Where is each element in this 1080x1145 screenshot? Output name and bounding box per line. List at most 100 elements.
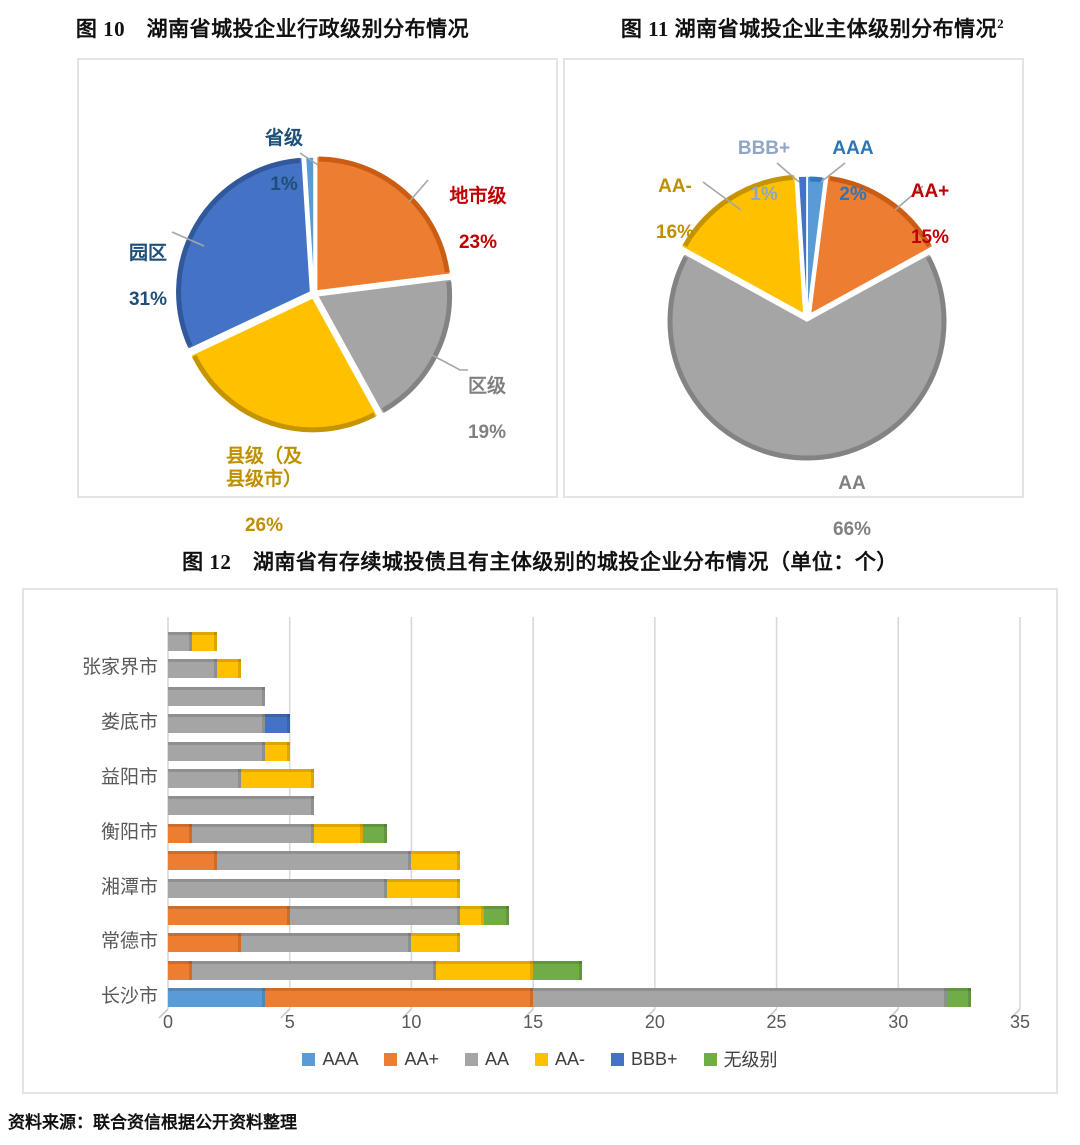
- bar-segment-AA: [168, 632, 193, 651]
- pie-label-aaa-pct: 2%: [839, 184, 867, 205]
- bar-chart: 张家界市 娄底市 益阳市 衡阳市 湘潭市 常德市 长沙市 0 5 10 15 20 25 30 35: [24, 590, 1056, 1092]
- legend-label: AA: [485, 1048, 510, 1069]
- legend-item-AA-: AA-: [535, 1049, 585, 1070]
- bar-segment-AAA: [168, 988, 266, 1008]
- pie-label-aa: AA 66%: [802, 449, 902, 564]
- y-axis-label-衡阳市: 衡阳市: [100, 821, 158, 843]
- bar-segment-AA-: [241, 769, 315, 788]
- legend-swatch-icon: [703, 1052, 717, 1066]
- bar-segment-AA+: [168, 851, 217, 871]
- leader-line-provincial: [299, 152, 319, 166]
- bar-segment-AA: [192, 960, 436, 980]
- legend-swatch-icon: [465, 1052, 478, 1066]
- figure10-panel: 省级 1% 地市级 23% 区级 19% 县级（及 县级市） 26% 园区 31…: [77, 58, 558, 536]
- bar-segment-AA+: [168, 933, 242, 953]
- bar-segment-AA: [216, 851, 412, 871]
- axis-tick: [401, 1008, 412, 1019]
- bar-segment-AA: [168, 714, 266, 734]
- bar-segment-AA+: [168, 960, 193, 980]
- x-axis-tick-label: 0: [162, 1012, 173, 1032]
- pie-slice-rim: [809, 176, 823, 183]
- legend-item-BBB+: BBB+: [611, 1049, 678, 1070]
- pie-label-park-name: 园区: [128, 243, 167, 264]
- leader-line-aa-plus: [894, 185, 924, 211]
- pie-label-district: 区级 19%: [437, 352, 537, 467]
- pie-slice-县级（及县级市）: [189, 296, 379, 434]
- figure11-title: 图 11 湖南省城投企业主体级别分布情况2: [545, 13, 1080, 43]
- bar-segment-AA: [289, 906, 461, 925]
- legend-label: AA+: [404, 1048, 439, 1069]
- leader-line-bbb-plus: [776, 162, 800, 183]
- legend-swatch-icon: [535, 1052, 549, 1066]
- pie-slice-rim: [381, 281, 452, 413]
- bar-segment-AA+: [168, 823, 193, 843]
- figure11-panel: AA- 16% BBB+ 1% AAA 2% AA+ 15% AA 66%: [563, 58, 1024, 540]
- legend-item-无级别: 无级别: [703, 1046, 778, 1072]
- pie-label-provincial-name: 省级: [264, 128, 303, 149]
- bar-segment-AA: [168, 659, 217, 679]
- pie-label-aaa: AAA 2%: [803, 114, 903, 229]
- legend-item-AA+: AA+: [384, 1049, 439, 1070]
- legend: AAA AA+ AA AA- BBB+ 无级别: [24, 1046, 1056, 1072]
- bar-segment-无级别: [533, 960, 582, 980]
- pie-label-aaa-name: AAA: [832, 138, 874, 159]
- pie-label-bbb-plus-pct: 1%: [750, 184, 778, 205]
- pie-label-aa-minus-pct: 16%: [655, 222, 695, 243]
- legend-swatch-icon: [611, 1052, 625, 1066]
- pie-slices: [174, 155, 454, 434]
- axis-tick: [280, 1008, 291, 1019]
- legend-item-AAA: AAA: [302, 1049, 358, 1070]
- bar-segment-AA+: [265, 988, 534, 1008]
- source-note: 资料来源：联合资信根据公开资料整理: [8, 1113, 297, 1132]
- bar-segment-AA-: [314, 823, 363, 843]
- pie-slice-rim: [192, 354, 376, 433]
- pie-label-aa-plus: AA+ 15%: [880, 157, 980, 272]
- leader-line-prefecture: [408, 179, 429, 203]
- pie-slice-AA: [666, 252, 948, 462]
- legend-label: BBB+: [631, 1048, 678, 1069]
- bar-segment-AA: [192, 823, 315, 843]
- bar-segment-AA: [168, 686, 266, 706]
- footnote-marker: 2: [997, 16, 1005, 31]
- pie-slice-rim: [682, 174, 793, 248]
- pie-label-prefecture: 地市级 23%: [423, 162, 533, 277]
- pie-slice-rim: [176, 157, 301, 348]
- axis-tick: [523, 1008, 534, 1019]
- axis-tick: [645, 1008, 656, 1019]
- pie-label-district-name: 区级: [467, 376, 506, 397]
- bar-segment-AA: [168, 769, 242, 788]
- axis-tick: [158, 1008, 169, 1019]
- bar-segment-AA: [168, 878, 388, 898]
- x-axis-tick-label: 10: [401, 1012, 422, 1032]
- bar-segment-无级别: [362, 823, 388, 843]
- leader-line-aaa: [820, 162, 846, 183]
- pie-slice-rim: [318, 156, 450, 273]
- leader-line-park: [171, 231, 205, 247]
- pie-slices: [666, 173, 948, 462]
- bar-segment-AA-: [216, 659, 241, 679]
- pie-label-aa-plus-pct: 15%: [910, 227, 950, 248]
- pie-label-provincial: 省级 1%: [234, 104, 334, 219]
- leader-line-district: [429, 353, 468, 371]
- pie-label-prefecture-pct: 23%: [458, 232, 498, 253]
- bar-segment-AA-: [435, 960, 534, 980]
- pie-rating-chart: [666, 162, 948, 462]
- bar-segment-AA-: [411, 851, 461, 871]
- bar-segment-AA: [533, 988, 947, 1008]
- bar-segment-AA-: [387, 878, 461, 898]
- y-axis-label-湘潭市: 湘潭市: [100, 876, 158, 898]
- bar-segment-AA+: [168, 906, 290, 925]
- pie-slice-rim: [667, 255, 947, 461]
- y-axis-label-益阳市: 益阳市: [100, 767, 158, 788]
- pie-label-bbb-plus-name: BBB+: [737, 138, 791, 159]
- pie-label-aa-plus-name: AA+: [910, 181, 950, 202]
- pie-slice-BBB+: [797, 175, 808, 317]
- pie-slice-rim: [829, 175, 932, 248]
- pie-label-provincial-pct: 1%: [270, 174, 298, 195]
- legend-swatch-icon: [302, 1052, 316, 1066]
- bar-segment-AA: [168, 741, 266, 761]
- y-axis-label-张家界市: 张家界市: [81, 657, 158, 679]
- figure10-title: 图 10 湖南省城投企业行政级别分布情况: [75, 17, 470, 41]
- pie-admin-level-chart: [171, 152, 468, 434]
